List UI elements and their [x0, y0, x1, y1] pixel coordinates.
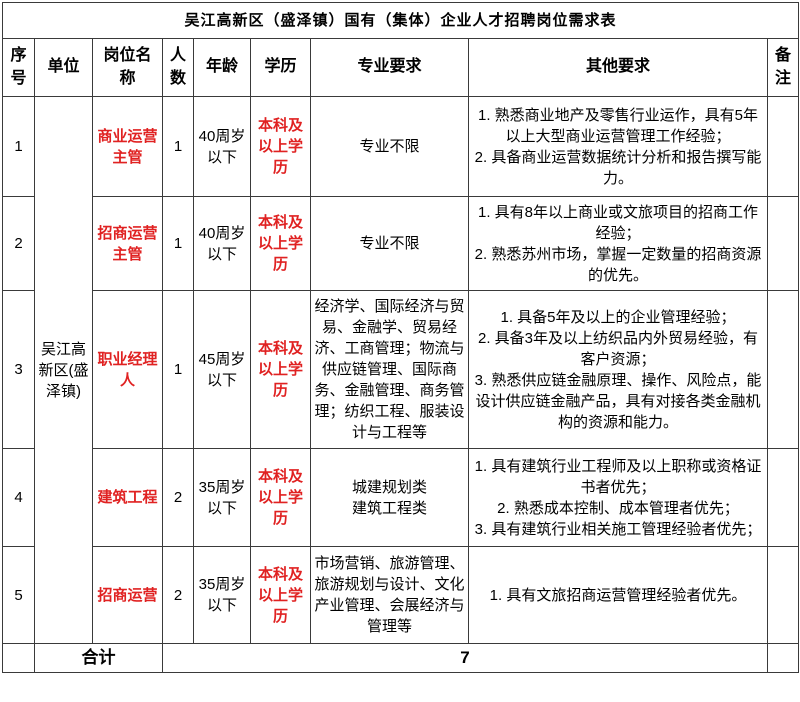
cell-age: 35周岁以下 [193, 448, 251, 547]
cell-unit: 吴江高新区(盛泽镇) [34, 96, 93, 644]
total-label: 合计 [34, 643, 163, 673]
title-row: 吴江高新区（盛泽镇）国有（集体）企业人才招聘岗位需求表 [1, 2, 800, 39]
cell-count: 1 [162, 290, 194, 449]
cell-major: 城建规划类 建筑工程类 [310, 448, 469, 547]
header-position: 岗位名称 [92, 38, 163, 97]
cell-no: 2 [2, 196, 35, 291]
cell-other: 1. 具有文旅招商运营管理经验者优先。 [468, 546, 768, 644]
cell-note [766, 290, 800, 449]
cell-other: 1. 具有建筑行业工程师及以上职称或资格证书者优先； 2. 熟悉成本控制、成本管… [468, 448, 768, 547]
header-count: 人数 [162, 38, 194, 97]
cell-no: 3 [2, 290, 35, 449]
cell-count: 2 [162, 448, 194, 547]
header-no: 序号 [2, 38, 35, 97]
table-header-row: 序号 单位 岗位名称 人数 年龄 学历 专业要求 其他要求 备注 [2, 38, 800, 97]
cell-major: 专业不限 [310, 196, 469, 291]
cell-other: 1. 具有8年以上商业或文旅项目的招商工作经验； 2. 熟悉苏州市场，掌握一定数… [468, 196, 768, 291]
footer-empty-note [766, 643, 800, 673]
header-note: 备注 [766, 38, 800, 97]
recruitment-table: 吴江高新区（盛泽镇）国有（集体）企业人才招聘岗位需求表 序号 单位 岗位名称 人… [1, 2, 800, 673]
cell-major: 市场营销、旅游管理、旅游规划与设计、文化产业管理、会展经济与管理等 [310, 546, 469, 644]
cell-education: 本科及以上学历 [250, 96, 311, 197]
header-other: 其他要求 [468, 38, 768, 97]
header-major: 专业要求 [310, 38, 469, 97]
cell-major: 专业不限 [310, 96, 469, 197]
cell-major: 经济学、国际经济与贸易、金融学、贸易经济、工商管理；物流与供应链管理、国际商务、… [310, 290, 469, 449]
cell-other: 1. 熟悉商业地产及零售行业运作，具有5年以上大型商业运营管理工作经验； 2. … [468, 96, 768, 197]
table-row: 5 招商运营 2 35周岁以下 本科及以上学历 市场营销、旅游管理、旅游规划与设… [2, 546, 800, 644]
cell-count: 2 [162, 546, 194, 644]
table-row: 4 建筑工程 2 35周岁以下 本科及以上学历 城建规划类 建筑工程类 1. 具… [2, 448, 800, 547]
cell-position: 商业运营主管 [92, 96, 163, 197]
cell-no: 1 [2, 96, 35, 197]
cell-no: 5 [2, 546, 35, 644]
cell-note [766, 448, 800, 547]
cell-age: 40周岁以下 [193, 96, 251, 197]
cell-education: 本科及以上学历 [250, 290, 311, 449]
cell-age: 40周岁以下 [193, 196, 251, 291]
total-row: 合计 7 [2, 643, 800, 673]
cell-note [766, 196, 800, 291]
header-education: 学历 [250, 38, 311, 97]
cell-position: 职业经理人 [92, 290, 163, 449]
cell-no: 4 [2, 448, 35, 547]
cell-note [766, 546, 800, 644]
cell-education: 本科及以上学历 [250, 196, 311, 291]
table-row: 1 吴江高新区(盛泽镇) 商业运营主管 1 40周岁以下 本科及以上学历 专业不… [2, 96, 800, 644]
cell-age: 35周岁以下 [193, 546, 251, 644]
cell-position: 建筑工程 [92, 448, 163, 547]
cell-age: 45周岁以下 [193, 290, 251, 449]
cell-education: 本科及以上学历 [250, 546, 311, 644]
page-title: 吴江高新区（盛泽镇）国有（集体）企业人才招聘岗位需求表 [1, 2, 800, 39]
cell-position: 招商运营 [92, 546, 163, 644]
table-row: 3 职业经理人 1 45周岁以下 本科及以上学历 经济学、国际经济与贸易、金融学… [2, 290, 800, 449]
cell-other: 1. 具备5年及以上的企业管理经验； 2. 具备3年及以上纺织品内外贸易经验，有… [468, 290, 768, 449]
header-unit: 单位 [34, 38, 93, 97]
cell-note [766, 96, 800, 197]
cell-position: 招商运营主管 [92, 196, 163, 291]
cell-count: 1 [162, 96, 194, 197]
cell-count: 1 [162, 196, 194, 291]
total-value: 7 [162, 643, 768, 673]
cell-education: 本科及以上学历 [250, 448, 311, 547]
header-age: 年龄 [193, 38, 251, 97]
footer-empty-no [2, 643, 35, 673]
table-row: 2 招商运营主管 1 40周岁以下 本科及以上学历 专业不限 1. 具有8年以上… [2, 196, 800, 291]
